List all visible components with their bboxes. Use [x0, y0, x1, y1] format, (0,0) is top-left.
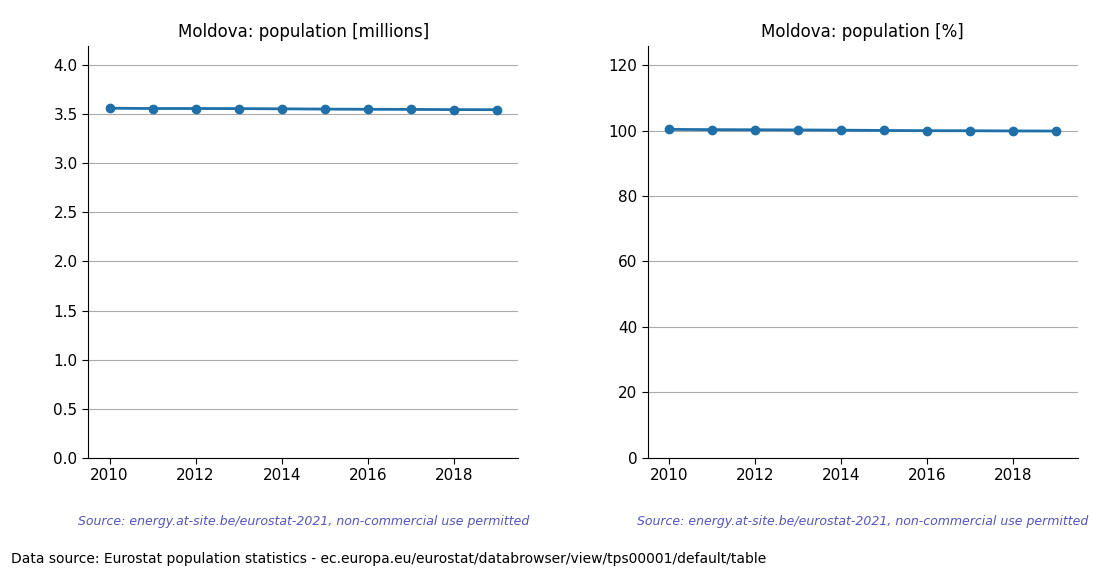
Title: Moldova: population [millions]: Moldova: population [millions]: [177, 23, 429, 41]
Text: Source: energy.at-site.be/eurostat-2021, non-commercial use permitted: Source: energy.at-site.be/eurostat-2021,…: [78, 515, 529, 529]
Title: Moldova: population [%]: Moldova: population [%]: [761, 23, 965, 41]
Text: Data source: Eurostat population statistics - ec.europa.eu/eurostat/databrowser/: Data source: Eurostat population statist…: [11, 553, 767, 566]
Text: Source: energy.at-site.be/eurostat-2021, non-commercial use permitted: Source: energy.at-site.be/eurostat-2021,…: [637, 515, 1088, 529]
